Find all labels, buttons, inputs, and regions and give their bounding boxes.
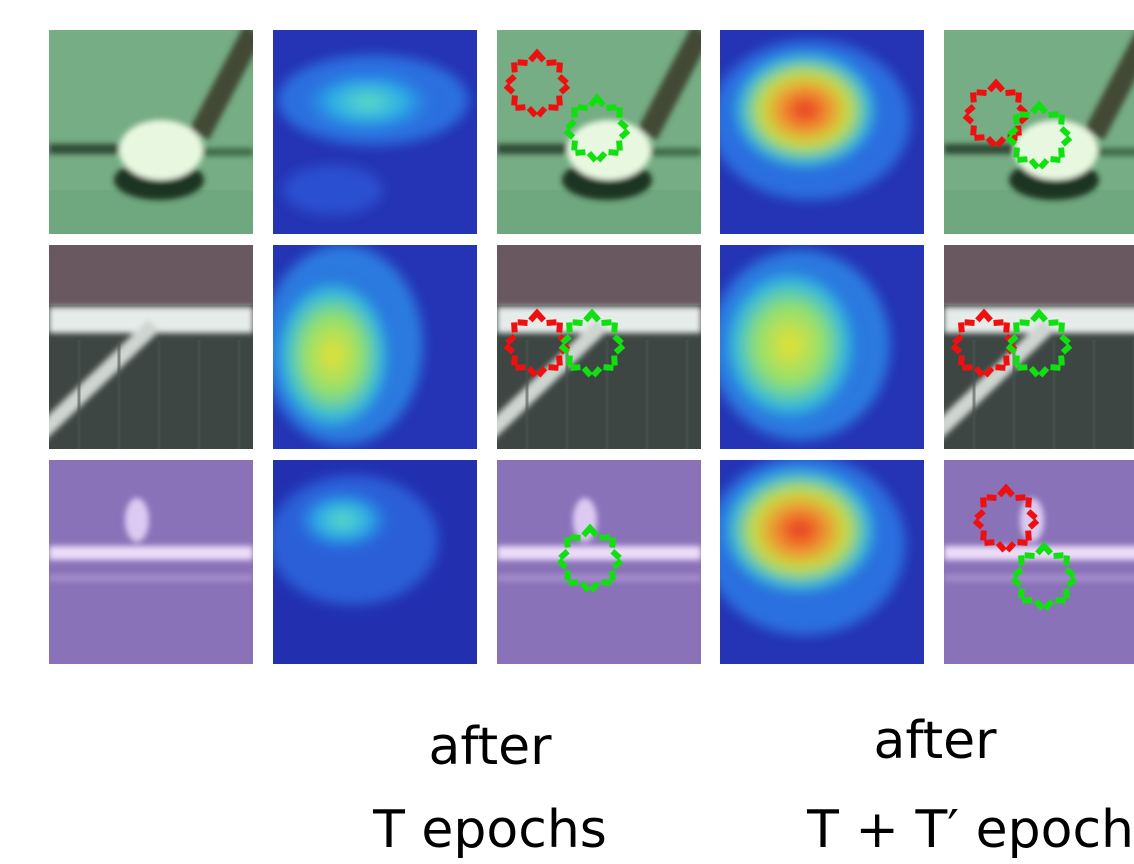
image-tile xyxy=(497,30,702,234)
heatmap-tile xyxy=(705,455,924,664)
image-tile xyxy=(49,30,254,234)
heatmap-tile xyxy=(710,245,924,449)
image-tile xyxy=(39,245,253,449)
image-tile xyxy=(934,245,1134,449)
captions: after T epochs after T + T′ epoch xyxy=(372,711,1134,860)
caption-line: T + T′ epoch xyxy=(806,800,1134,860)
heatmap-tile xyxy=(263,245,477,449)
caption-line: T epochs xyxy=(372,800,607,860)
heatmap-tile xyxy=(268,460,477,664)
caption-line: after xyxy=(873,711,997,771)
page: after T epochs after T + T′ epoch (() =>… xyxy=(0,0,1134,864)
heatmap-tile xyxy=(273,30,477,234)
image-tile xyxy=(487,245,701,449)
heatmap-tile xyxy=(710,30,924,234)
figure: after T epochs after T + T′ epoch xyxy=(0,0,1134,864)
image-tile xyxy=(49,460,253,664)
image-tile xyxy=(497,460,701,664)
image-tile xyxy=(944,460,1134,664)
caption-line: after xyxy=(428,717,552,777)
tile-grid xyxy=(39,30,1134,664)
